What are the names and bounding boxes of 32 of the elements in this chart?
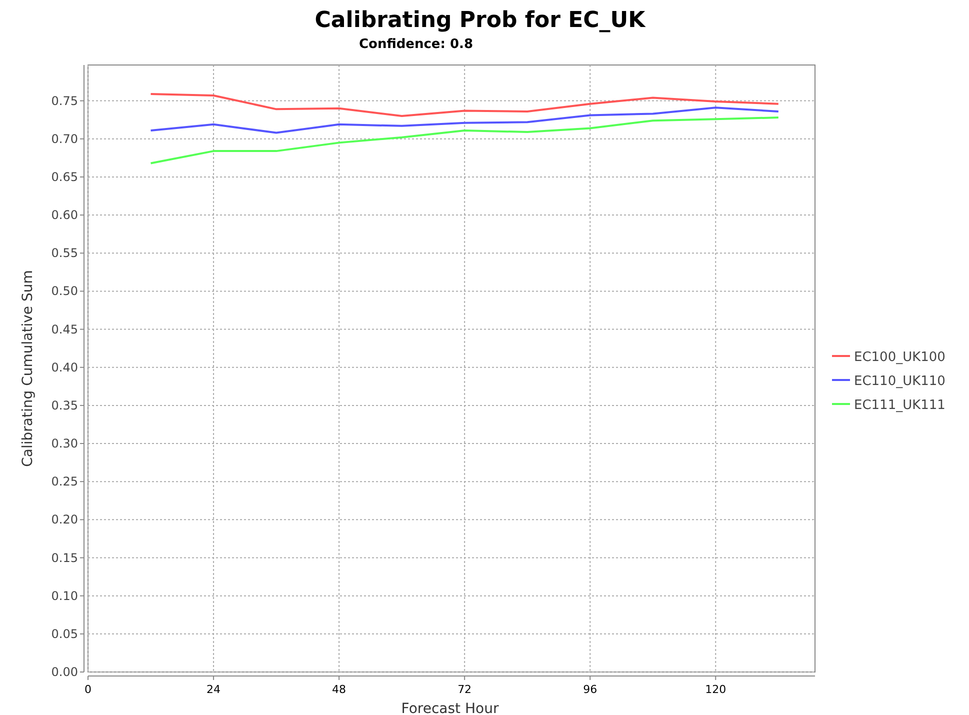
y-tick-label: 0.65: [51, 170, 78, 184]
line-series: [150, 92, 780, 118]
legend-label: EC111_UK111: [854, 398, 946, 413]
line-series: [150, 106, 780, 134]
legend-label: EC100_UK100: [854, 350, 946, 365]
y-tick-label: 0.05: [51, 626, 78, 641]
y-tick-label: 0.20: [51, 512, 78, 527]
y-tick-label: 0.60: [51, 208, 78, 222]
x-tick-label: 48: [332, 683, 346, 696]
y-tick-label: 0.00: [51, 665, 78, 679]
y-tick-label: 0.50: [51, 284, 78, 298]
legend-label: EC110_UK110: [854, 374, 946, 389]
x-tick-label: 72: [458, 683, 472, 696]
chart-subtitle: Confidence: 0.8: [358, 37, 474, 52]
y-tick-label: 0.30: [51, 436, 78, 451]
y-tick-label: 0.45: [51, 322, 78, 336]
y-axis-title: Calibrating Cumulative Sum: [20, 270, 36, 467]
x-tick-label: 24: [206, 683, 221, 696]
line-series: [150, 116, 780, 164]
y-tick-label: 0.40: [51, 360, 78, 374]
x-tick-label: 96: [583, 683, 598, 696]
y-tick-label: 0.35: [51, 398, 78, 412]
chart-title: Calibrating Prob for EC_UK: [314, 8, 646, 33]
y-tick-label: 0.15: [51, 550, 78, 565]
y-tick-label: 0.25: [51, 474, 78, 489]
y-tick-label: 0.70: [51, 132, 78, 146]
x-tick-label: 120: [705, 683, 726, 696]
y-tick-label: 0.55: [51, 246, 78, 260]
y-tick-label: 0.75: [51, 94, 78, 108]
y-tick-label: 0.10: [51, 588, 78, 603]
x-axis-title: Forecast Hour: [401, 701, 499, 715]
x-tick-label: 0: [84, 683, 92, 696]
